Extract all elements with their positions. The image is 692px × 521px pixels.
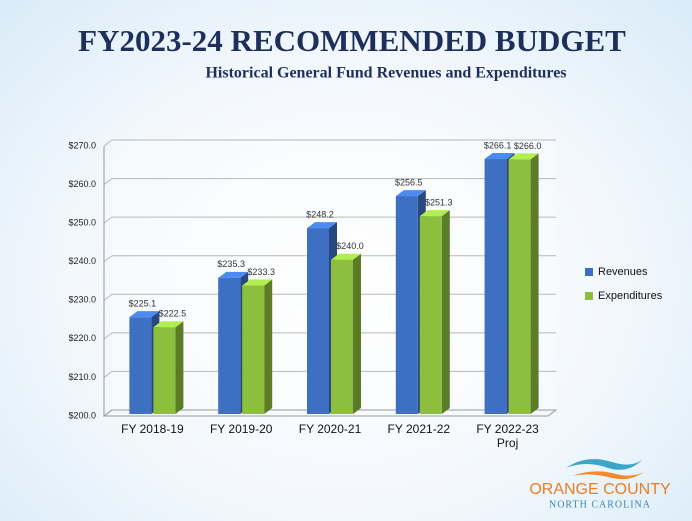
- bar-side: [175, 321, 184, 414]
- legend-swatch: [585, 268, 593, 276]
- bar-top: [218, 271, 249, 278]
- bar: [218, 277, 241, 414]
- x-tick-label: FY 2019-20: [209, 422, 273, 436]
- y-tick-label: $230.0: [68, 295, 96, 305]
- bar-top: [129, 311, 160, 318]
- x-tick-label: FY 2020-21: [298, 422, 362, 436]
- bar-top: [484, 153, 515, 160]
- grid-depth: [103, 139, 113, 147]
- bar-side: [264, 279, 273, 414]
- bar-top: [242, 279, 273, 286]
- logo-state: NORTH CAROLINA: [549, 499, 651, 510]
- bar: [508, 159, 531, 414]
- logo-name: ORANGE COUNTY: [529, 481, 671, 498]
- y-tick-label: $250.0: [68, 218, 96, 228]
- grid-depth: [103, 178, 113, 185]
- value-label: $266.0: [514, 141, 542, 151]
- y-tick-label: $210.0: [68, 372, 96, 382]
- slide-title: FY2023-24 RECOMMENDED BUDGET: [78, 23, 626, 58]
- grid-depth: [103, 332, 113, 340]
- y-tick-label: $240.0: [68, 256, 96, 266]
- value-label: $251.3: [425, 198, 453, 208]
- bar-top: [331, 253, 361, 260]
- logo-wave: [566, 459, 642, 470]
- bar-side: [353, 253, 361, 414]
- legend-swatch: [585, 292, 593, 300]
- y-tick-label: $270.0: [68, 140, 96, 150]
- grid-depth: [103, 371, 113, 378]
- value-label: $235.3: [217, 259, 245, 269]
- floor: [102, 409, 558, 417]
- bar: [484, 159, 507, 414]
- grid-depth: [103, 255, 113, 263]
- legend-label: Expenditures: [598, 290, 663, 302]
- bar: [129, 317, 152, 414]
- y-tick-label: $220.0: [68, 333, 96, 343]
- bar: [331, 259, 353, 414]
- chart-title: Historical General Fund Revenues and Exp…: [205, 65, 566, 82]
- bar-top: [153, 321, 184, 328]
- value-label: $248.2: [306, 209, 334, 219]
- x-tick-label: FY 2021-22: [387, 422, 451, 436]
- bar-side: [530, 153, 539, 414]
- bar: [307, 228, 329, 414]
- value-label: $233.3: [247, 267, 275, 277]
- bar: [242, 285, 265, 414]
- legend-label: Revenues: [598, 266, 648, 278]
- value-label: $222.5: [159, 309, 187, 319]
- bar: [153, 327, 176, 414]
- logo-wave: [572, 471, 644, 480]
- bar-top: [419, 210, 450, 217]
- y-tick-label: $260.0: [68, 179, 96, 189]
- value-label: $266.1: [484, 140, 512, 150]
- x-tick-label: FY 2018-19: [121, 422, 184, 436]
- bar: [419, 216, 442, 414]
- value-label: $225.1: [129, 299, 157, 309]
- grid-depth: [103, 293, 113, 301]
- bar-top: [395, 190, 426, 197]
- grid-depth: [103, 216, 113, 224]
- x-tick-label: FY 2022-23 Proj: [476, 422, 539, 450]
- value-label: $256.5: [395, 177, 423, 187]
- bar-side: [441, 210, 450, 414]
- bar-top: [307, 222, 337, 229]
- bar: [395, 196, 418, 414]
- y-tick-label: $200.0: [68, 410, 96, 420]
- value-label: $240.0: [336, 241, 364, 251]
- bar-top: [508, 153, 539, 160]
